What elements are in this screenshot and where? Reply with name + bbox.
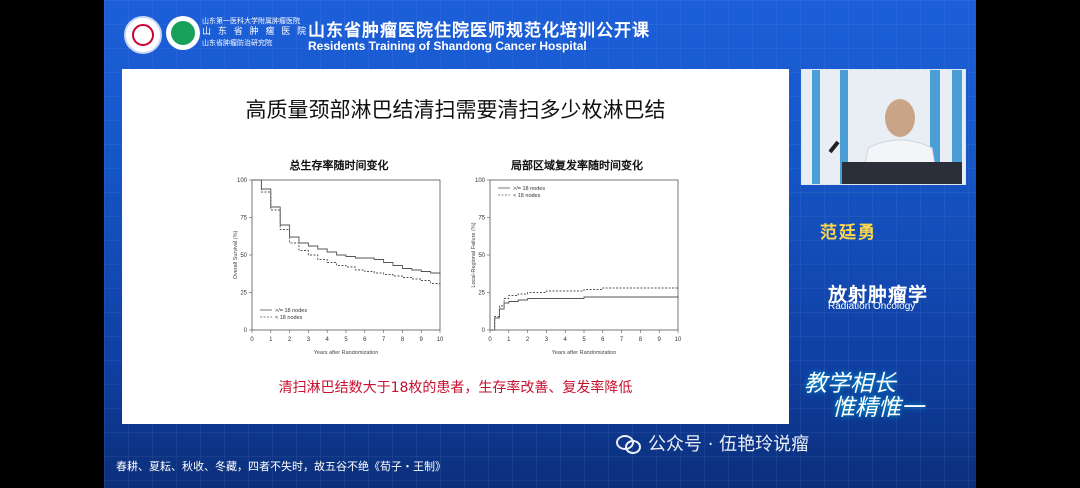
y-tick-label: 50 xyxy=(478,253,485,259)
x-tick-label: 5 xyxy=(582,337,586,343)
slide-title: 高质量颈部淋巴结清扫需要清扫多少枚淋巴结 xyxy=(245,98,666,122)
y-tick-label: 100 xyxy=(475,178,486,184)
wechat-icon xyxy=(616,433,642,454)
speaker-head xyxy=(885,99,915,137)
x-tick-label: 3 xyxy=(545,337,549,343)
speaker-video xyxy=(801,69,966,185)
window-pane xyxy=(930,70,940,184)
speaker-dept-en: Radiation Oncology xyxy=(828,301,916,312)
series-line xyxy=(490,287,678,331)
x-tick-label: 2 xyxy=(288,337,292,343)
watermark: 公众号 · 伍艳玲说瘤 xyxy=(616,430,809,456)
hospital-name-line: 山东省肿瘤防治研究院 xyxy=(202,39,272,47)
x-tick-label: 4 xyxy=(564,337,568,343)
y-tick-label: 25 xyxy=(478,291,485,297)
y-axis-label: Local-Regional Failure (%) xyxy=(471,222,477,287)
watermark-text: 公众号 · 伍艳玲说瘤 xyxy=(648,434,810,455)
y-tick-label: 75 xyxy=(478,216,485,222)
university-logo-icon xyxy=(124,16,162,54)
footer-quote: 春耕、夏耘、秋收、冬藏，四者不失时，故五谷不绝《荀子・王制》 xyxy=(116,460,446,473)
x-tick-label: 8 xyxy=(401,337,405,343)
presentation-slide: 高质量颈部淋巴结清扫需要清扫多少枚淋巴结 总生存率随时间变化 0 1 2 3 4 5 6 7 8… xyxy=(122,69,789,424)
x-tick-label: 4 xyxy=(326,337,330,343)
plot-frame xyxy=(489,179,679,331)
y-tick-label: 0 xyxy=(244,328,248,334)
legend-label: < 18 nodes xyxy=(513,193,541,199)
slogan: 教学相长 惟精惟一 xyxy=(804,372,924,420)
survival-chart: 总生存率随时间变化 0 1 2 3 4 5 6 7 8 9 10 0 25 50 75 100 Years af… xyxy=(230,157,448,362)
y-tick-label: 0 xyxy=(482,328,486,334)
hospital-name-line: 山 东 省 肿 瘤 医 院 xyxy=(202,27,309,37)
window-pane xyxy=(840,70,848,184)
slogan-line-2: 惟精惟一 xyxy=(832,395,924,421)
x-tick-label: 2 xyxy=(526,337,530,343)
legend-label: >/= 18 nodes xyxy=(513,186,545,192)
x-tick-label: 0 xyxy=(250,337,254,343)
hospital-name-line: 山东第一医科大学附属肿瘤医院 xyxy=(202,17,300,25)
hospital-logo-icon xyxy=(166,16,200,50)
legend-label: < 18 nodes xyxy=(275,315,303,321)
x-tick-label: 1 xyxy=(507,337,511,343)
series-line xyxy=(490,295,679,331)
x-tick-label: 0 xyxy=(488,337,492,343)
recurrence-chart: 局部区域复发率随时间变化 0 1 2 3 4 5 6 7 8 9 10 0 25 50 75 100 Years… xyxy=(468,157,686,362)
window-pane xyxy=(812,70,820,184)
x-tick-label: 1 xyxy=(269,337,273,343)
y-tick-label: 25 xyxy=(240,291,247,297)
slide-caption: 清扫淋巴结数大于18枚的患者，生存率改善、复发率降低 xyxy=(278,380,633,396)
hospital-names: 山东第一医科大学附属肿瘤医院 山 东 省 肿 瘤 医 院 山东省肿瘤防治研究院 xyxy=(202,16,309,49)
window-pane xyxy=(952,70,962,184)
course-title-en: Residents Training of Shandong Cancer Ho… xyxy=(308,39,587,53)
x-tick-label: 9 xyxy=(658,337,662,343)
legend-label: >/= 18 nodes xyxy=(275,308,307,314)
x-axis-label: Years after Randomization xyxy=(314,350,379,356)
series-line xyxy=(252,179,441,275)
x-tick-label: 5 xyxy=(344,337,348,343)
x-tick-label: 3 xyxy=(307,337,311,343)
x-tick-label: 8 xyxy=(639,337,643,343)
x-tick-label: 7 xyxy=(382,337,386,343)
slogan-line-1: 教学相长 xyxy=(804,371,896,397)
x-tick-label: 10 xyxy=(437,337,444,343)
x-tick-label: 10 xyxy=(675,337,682,343)
chart-title: 局部区域复发率随时间变化 xyxy=(511,159,643,172)
chart-title: 总生存率随时间变化 xyxy=(289,159,389,172)
x-tick-label: 9 xyxy=(420,337,424,343)
y-tick-label: 75 xyxy=(240,216,247,222)
speaker-video-frame xyxy=(802,70,965,184)
x-axis-label: Years after Randomization xyxy=(552,350,617,356)
microphone-icon xyxy=(828,140,840,154)
x-tick-label: 7 xyxy=(620,337,624,343)
speaker-dept-cn: 放射肿瘤学 xyxy=(828,284,929,306)
x-tick-label: 6 xyxy=(601,337,605,343)
x-tick-label: 6 xyxy=(363,337,367,343)
header-banner: 山东第一医科大学附属肿瘤医院 山 东 省 肿 瘤 医 院 山东省肿瘤防治研究院 … xyxy=(104,8,976,60)
lectern xyxy=(842,162,962,184)
speaker-name: 范廷勇 xyxy=(820,223,877,243)
y-axis-label: Overall Survival (%) xyxy=(233,231,239,280)
y-tick-label: 100 xyxy=(237,178,248,184)
broadcast-stage: 山东第一医科大学附属肿瘤医院 山 东 省 肿 瘤 医 院 山东省肿瘤防治研究院 … xyxy=(104,0,976,488)
y-tick-label: 50 xyxy=(240,253,247,259)
course-title-cn: 山东省肿瘤医院住院医师规范化培训公开课 xyxy=(308,21,650,41)
